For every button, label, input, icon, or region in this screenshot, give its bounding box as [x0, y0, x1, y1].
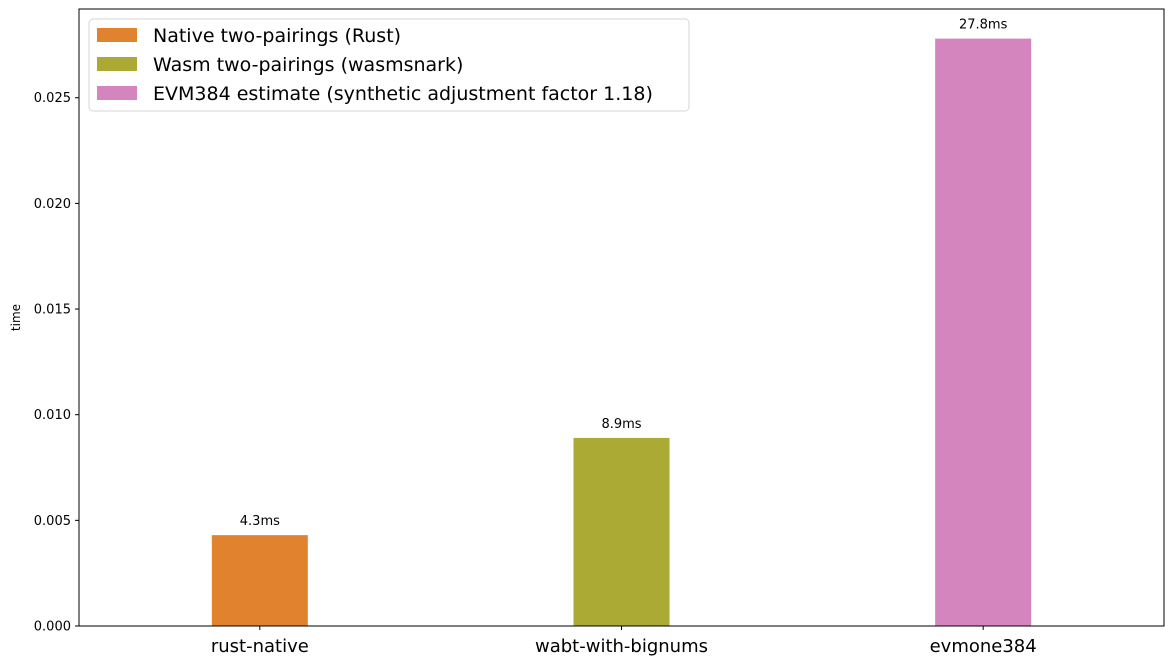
legend-label: Wasm two-pairings (wasmsnark)	[153, 54, 463, 76]
legend-label: EVM384 estimate (synthetic adjustment fa…	[153, 83, 653, 105]
x-tick-label: rust-native	[211, 636, 309, 657]
data-label: 4.3ms	[240, 514, 280, 529]
legend-swatch	[97, 57, 137, 71]
data-labels-layer: 4.3ms 8.9ms 27.8ms	[240, 18, 1008, 530]
legend-swatch	[97, 28, 137, 42]
y-axis-label: time	[9, 304, 23, 331]
y-tick-label: 0.020	[34, 197, 71, 212]
data-label: 8.9ms	[601, 417, 641, 432]
y-tick-label: 0.010	[34, 408, 71, 423]
bars-layer	[211, 38, 1032, 626]
y-tick-label: 0.005	[34, 514, 71, 529]
y-axis: 0.000 0.005 0.010 0.015 0.020 0.025	[34, 91, 79, 635]
legend-swatch	[97, 86, 137, 100]
y-tick-label: 0.015	[34, 303, 71, 318]
bar-wabt-with-bignums	[573, 437, 670, 626]
y-tick-label: 0.000	[34, 620, 71, 635]
legend: Native two-pairings (Rust) Wasm two-pairi…	[88, 18, 690, 112]
x-tick-label: evmone384	[930, 636, 1037, 657]
y-tick-label: 0.025	[34, 91, 71, 106]
x-tick-label: wabt-with-bignums	[535, 636, 708, 657]
legend-label: Native two-pairings (Rust)	[153, 25, 401, 47]
x-axis: rust-native wabt-with-bignums evmone384	[211, 626, 1037, 657]
bar-evmone384	[935, 38, 1032, 626]
legend-box	[88, 18, 690, 112]
bar-rust-native	[211, 535, 308, 626]
data-label: 27.8ms	[959, 18, 1008, 33]
